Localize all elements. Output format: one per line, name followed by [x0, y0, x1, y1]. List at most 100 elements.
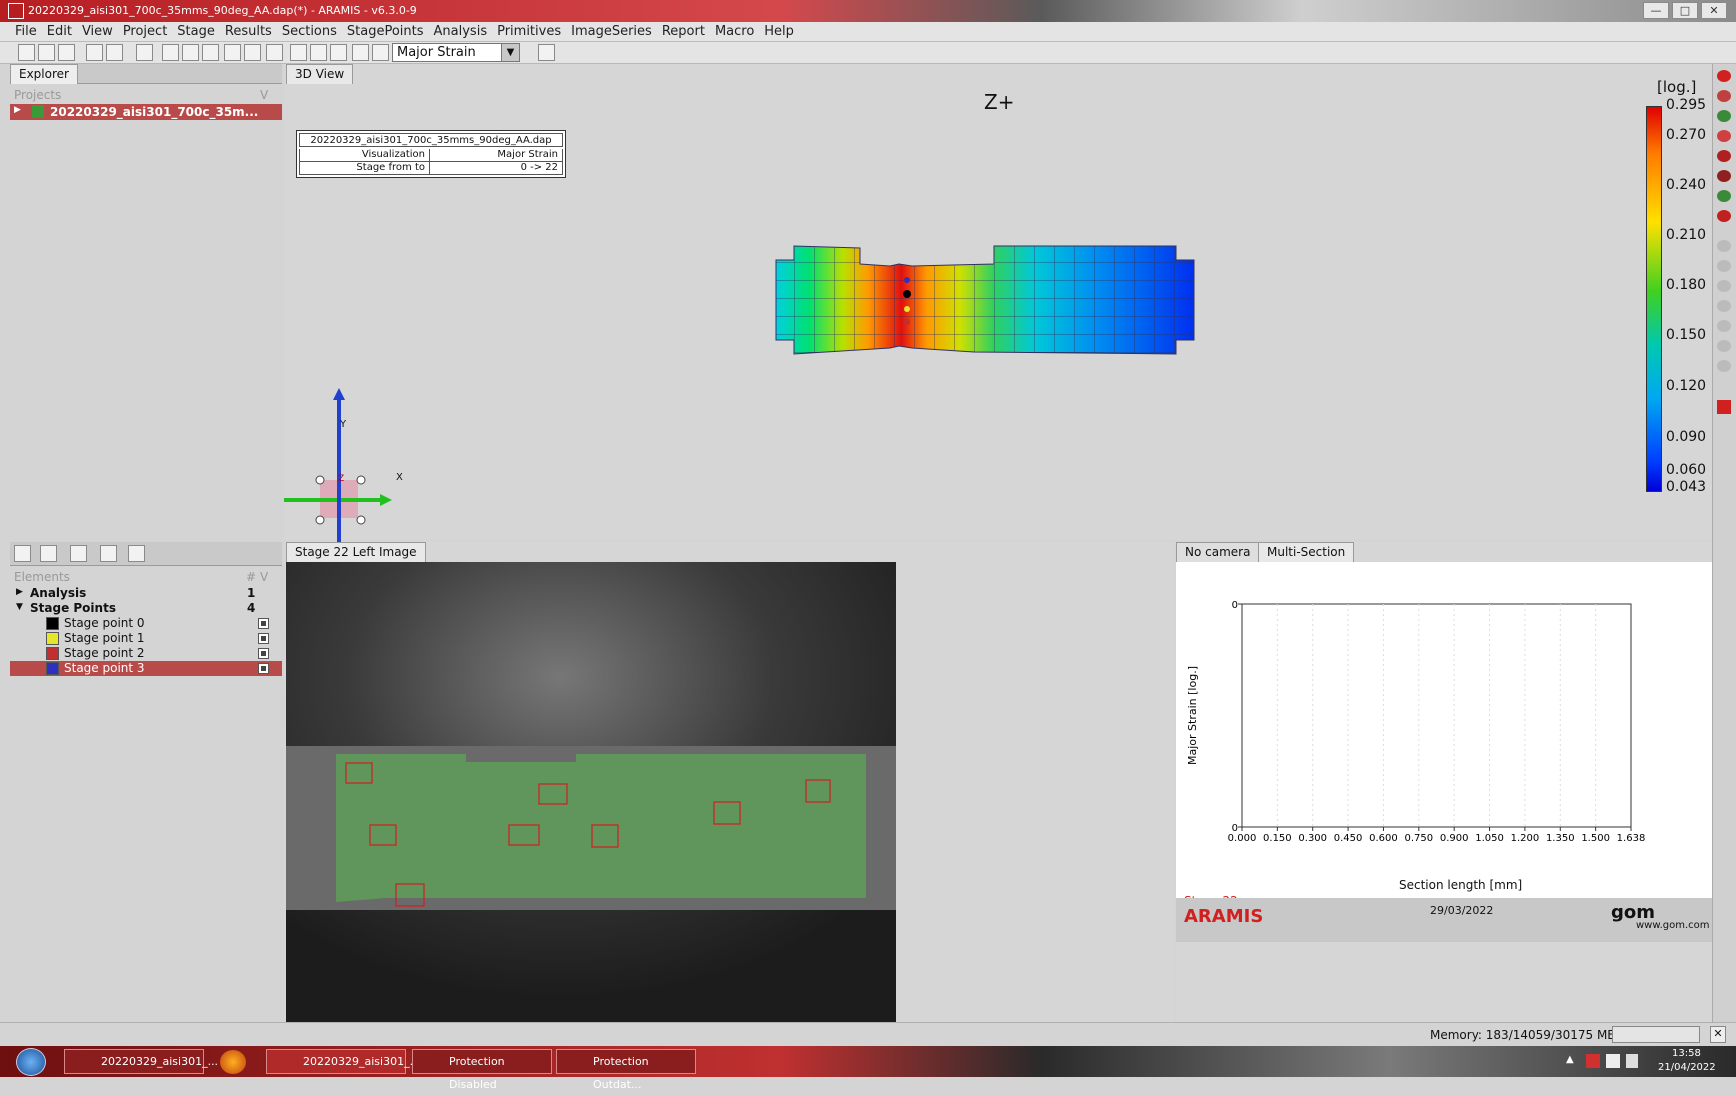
menu-analysis[interactable]: Analysis — [433, 24, 488, 39]
taskbar-item-protection-outdated[interactable]: Protection Outdat... — [556, 1049, 696, 1091]
save-icon[interactable] — [86, 44, 103, 61]
disabled-icon[interactable] — [1717, 260, 1731, 272]
render-icon[interactable] — [1717, 190, 1731, 202]
menu-sections[interactable]: Sections — [281, 24, 337, 39]
points-icon[interactable] — [224, 44, 241, 61]
camera-tab-icon[interactable] — [100, 545, 117, 562]
strain-mesh[interactable] — [774, 244, 1214, 384]
target-icon[interactable] — [372, 44, 389, 61]
section-chart[interactable]: 0.000 0.150 0.300 0.450 0.600 0.750 0.900 1.050… — [1176, 562, 1712, 862]
triad-handle[interactable] — [356, 475, 366, 485]
stage-points-row[interactable]: ▼ Stage Points 4 — [10, 601, 282, 616]
multi-section-panel[interactable]: No camera Multi-Section 0.000 0.150 0.300 0… — [1176, 542, 1712, 1022]
stage-point-0-marker[interactable] — [903, 290, 911, 298]
menu-edit[interactable]: Edit — [46, 24, 72, 39]
scatter-icon[interactable] — [352, 44, 369, 61]
menu-primitives[interactable]: Primitives — [497, 24, 562, 39]
new-window-icon[interactable] — [18, 44, 35, 61]
menu-view[interactable]: View — [81, 24, 113, 39]
disabled-icon[interactable] — [1717, 360, 1731, 372]
tray-expand-icon[interactable]: ▲ — [1566, 1054, 1574, 1065]
camera-image[interactable] — [286, 562, 896, 1022]
properties-icon[interactable] — [40, 545, 57, 562]
menu-file[interactable]: File — [15, 24, 37, 39]
abort-icon[interactable]: ✕ — [1710, 1026, 1726, 1043]
triad-handle[interactable] — [315, 515, 325, 525]
taskbar-item-protection[interactable]: Protection Disabled — [412, 1049, 552, 1091]
left-image-panel[interactable]: Stage 22 Left Image — [284, 542, 1174, 1022]
tab-explorer[interactable]: Explorer — [10, 64, 78, 84]
stage-point-row[interactable]: Stage point 1 — [10, 631, 282, 646]
stage-point-2-marker[interactable] — [904, 319, 910, 325]
tray-volume-icon[interactable] — [1626, 1054, 1638, 1068]
menu-help[interactable]: Help — [764, 24, 794, 39]
reset-icon[interactable] — [1717, 400, 1731, 414]
firefox-icon[interactable] — [220, 1050, 246, 1074]
help-context-icon[interactable] — [538, 44, 555, 61]
render-icon[interactable] — [1717, 70, 1731, 82]
stage-point-row[interactable]: Stage point 2 — [10, 646, 282, 661]
tray-network-icon[interactable] — [1606, 1054, 1620, 1068]
triad-handle[interactable] — [315, 475, 325, 485]
taskbar-item-explorer[interactable]: 20220329_aisi301_... — [64, 1049, 218, 1074]
visibility-checkbox[interactable] — [258, 663, 269, 674]
start-button[interactable] — [16, 1048, 46, 1076]
disabled-icon[interactable] — [1717, 280, 1731, 292]
visibility-checkbox[interactable] — [258, 648, 269, 659]
collapse-arrow-icon[interactable]: ▼ — [16, 602, 23, 612]
menu-project[interactable]: Project — [122, 24, 168, 39]
tab-stage-left-image[interactable]: Stage 22 Left Image — [286, 542, 426, 562]
stage-point-3-marker[interactable] — [904, 277, 910, 283]
report-icon[interactable] — [136, 44, 153, 61]
visualization-select[interactable]: Major Strain ▼ — [392, 43, 520, 62]
disabled-icon[interactable] — [1717, 300, 1731, 312]
coordinate-triad[interactable] — [284, 384, 404, 544]
view-3d-panel[interactable]: 3D View Z+ 20220329_aisi301_700c_35mms_9… — [284, 64, 1712, 544]
menu-macro[interactable]: Macro — [714, 24, 755, 39]
color-map-icon[interactable] — [202, 44, 219, 61]
render-icon[interactable] — [1717, 150, 1731, 162]
image-icon[interactable] — [182, 44, 199, 61]
menu-stagepoints[interactable]: StagePoints — [346, 24, 424, 39]
render-icon[interactable] — [1717, 110, 1731, 122]
stage-point-1-marker[interactable] — [904, 306, 910, 312]
expand-arrow-icon[interactable]: ▶ — [14, 105, 21, 115]
taskbar-item-aramis[interactable]: 20220329_aisi301_... — [266, 1049, 420, 1074]
window-layout-icon[interactable] — [38, 44, 55, 61]
render-icon[interactable] — [1717, 90, 1731, 102]
menu-report[interactable]: Report — [661, 24, 705, 39]
stage-point-row[interactable]: Stage point 0 — [10, 616, 282, 631]
visibility-checkbox[interactable] — [258, 633, 269, 644]
disabled-icon[interactable] — [1717, 240, 1731, 252]
cross-icon[interactable] — [310, 44, 327, 61]
point-connect-icon[interactable] — [244, 44, 261, 61]
minimize-button[interactable]: — — [1643, 2, 1669, 19]
distance-icon[interactable] — [290, 44, 307, 61]
render-icon[interactable] — [1717, 130, 1731, 142]
tab-multi-section[interactable]: Multi-Section — [1258, 542, 1355, 562]
stage-view-icon[interactable] — [162, 44, 179, 61]
visibility-checkbox[interactable] — [258, 618, 269, 629]
tab-no-camera[interactable]: No camera — [1176, 542, 1260, 562]
close-button[interactable]: ✕ — [1701, 2, 1727, 19]
analysis-row[interactable]: ▶ Analysis 1 — [10, 586, 282, 601]
disabled-icon[interactable] — [1717, 340, 1731, 352]
section-icon[interactable] — [266, 44, 283, 61]
list-icon[interactable] — [70, 545, 87, 562]
camera-icon[interactable] — [106, 44, 123, 61]
target-icon[interactable] — [1717, 170, 1731, 182]
tab-3d-view[interactable]: 3D View — [286, 64, 354, 84]
diagram-icon[interactable] — [58, 44, 75, 61]
axes-icon[interactable] — [330, 44, 347, 61]
info-icon[interactable] — [14, 545, 31, 562]
expand-arrow-icon[interactable]: ▶ — [16, 587, 23, 597]
tray-security-icon[interactable] — [1586, 1054, 1600, 1068]
disabled-icon[interactable] — [1717, 320, 1731, 332]
report-tab-icon[interactable] — [128, 545, 145, 562]
maximize-button[interactable]: □ — [1672, 2, 1698, 19]
stage-point-row-selected[interactable]: Stage point 3 — [10, 661, 282, 676]
menu-imageseries[interactable]: ImageSeries — [571, 24, 652, 39]
menu-results[interactable]: Results — [224, 24, 272, 39]
render-icon[interactable] — [1717, 210, 1731, 222]
menu-stage[interactable]: Stage — [177, 24, 215, 39]
